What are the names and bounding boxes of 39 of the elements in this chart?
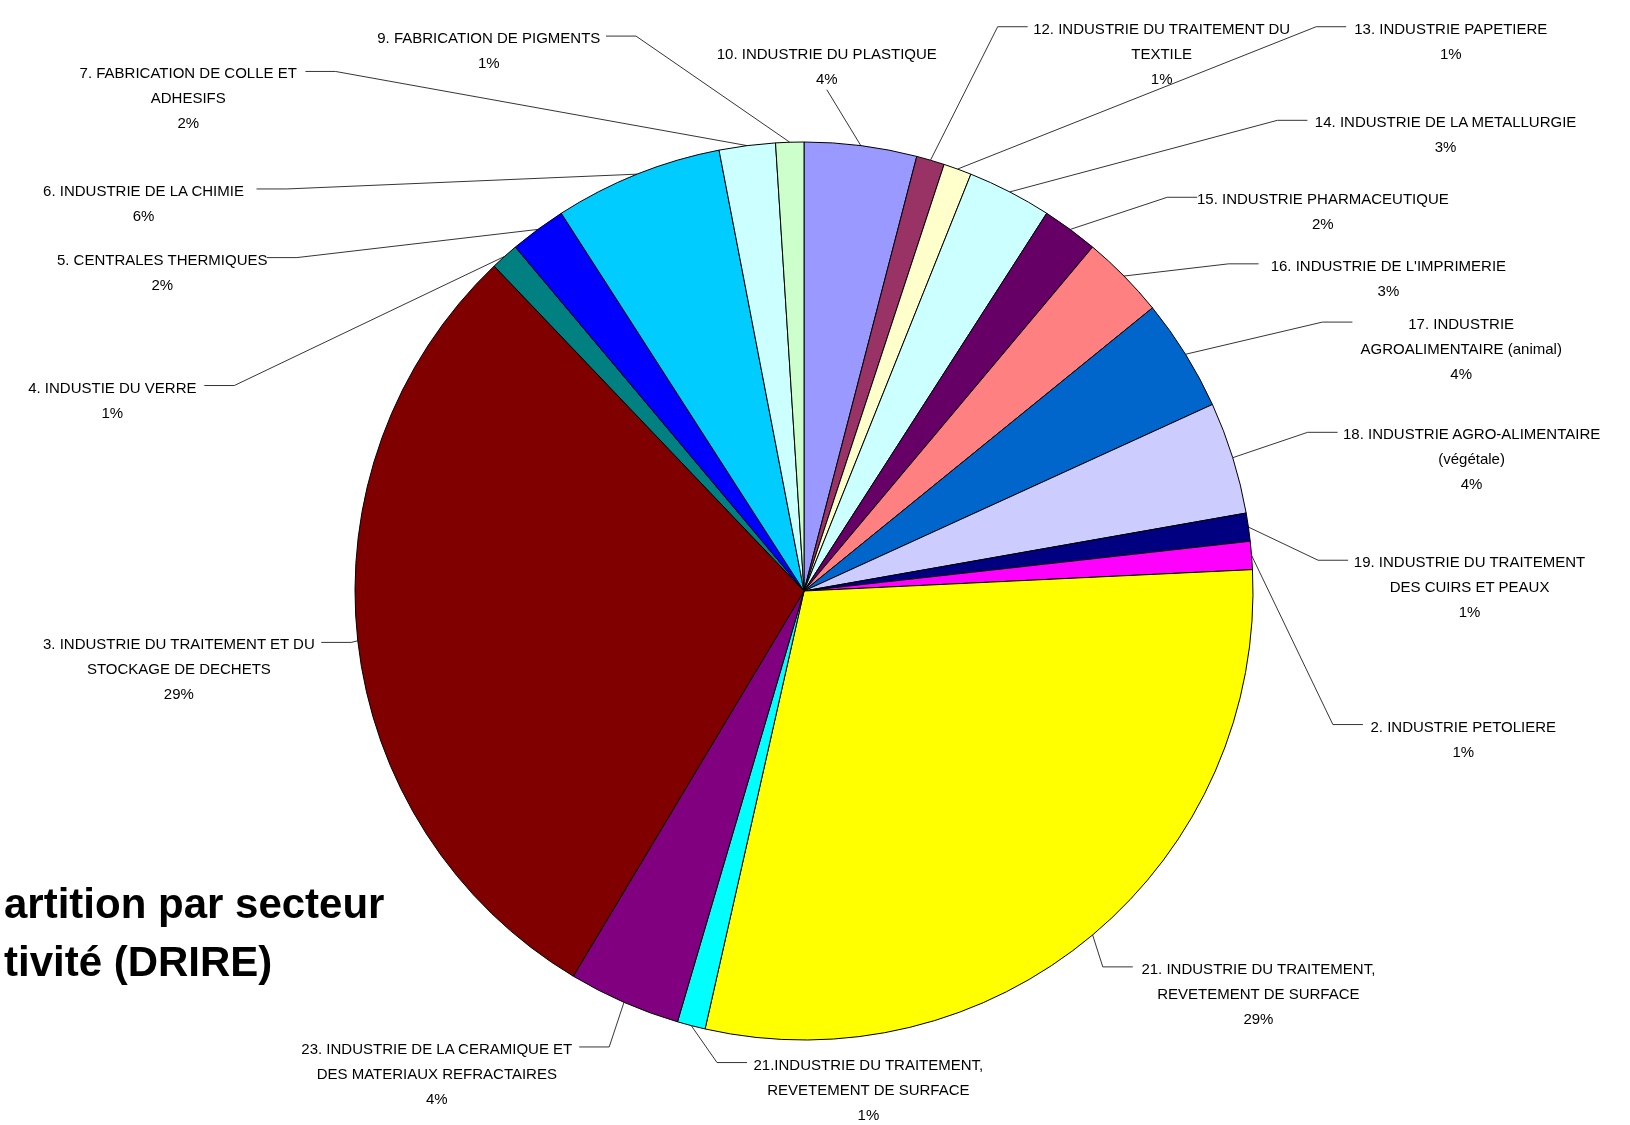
data-label: 1% <box>1150 69 1173 87</box>
data-label: 3% <box>1377 281 1400 299</box>
slice-label: 17. INDUSTRIE AGROALIMENTAIRE (animal) <box>1360 315 1562 358</box>
slice-label: 10. INDUSTRIE DU PLASTIQUE <box>716 44 937 62</box>
data-label: 4% <box>425 1089 448 1107</box>
data-label: 6% <box>132 206 155 224</box>
data-label: 29% <box>163 685 194 703</box>
slice-label: 2. INDUSTRIE PETOLIERE <box>1370 717 1557 735</box>
slice-label: 21. INDUSTRIE DU TRAITEMENT, REVETEMENT DE SURFACE <box>1141 959 1376 1002</box>
slice-label: 3. INDUSTRIE DU TRAITEMENT ET DU STOCKAGE DE DECHETS <box>43 635 315 678</box>
data-label: 1% <box>857 1105 880 1123</box>
text: artition par secteur tivité (DRIRE) <box>4 879 385 987</box>
data-label: 4% <box>1460 475 1483 493</box>
data-label: 1% <box>1452 742 1475 760</box>
slice-label: 18. INDUSTRIE AGRO-ALIMENTAIRE (végétale) <box>1342 425 1601 468</box>
data-label: 2% <box>177 114 200 132</box>
slice-label: 15. INDUSTRIE PHARMACEUTIQUE <box>1197 190 1449 208</box>
data-label: 1% <box>101 403 124 421</box>
slice-label: 4. INDUSTIE DU VERRE <box>28 378 197 396</box>
data-label: 1% <box>1439 44 1462 62</box>
slice-label: 16. INDUSTRIE DE L'IMPRIMERIE <box>1270 256 1507 274</box>
data-label: 2% <box>151 275 174 293</box>
slice-label: 12. INDUSTRIE DU TRAITEMENT DU TEXTILE <box>1033 19 1291 62</box>
data-label: 1% <box>1458 603 1481 621</box>
slice-label: 19. INDUSTRIE DU TRAITEMENT DES CUIRS ET PEAUX <box>1353 553 1586 596</box>
slice-label: 14. INDUSTRIE DE LA METALLURGIE <box>1314 113 1577 131</box>
data-label: 1% <box>477 54 500 72</box>
slice-label: 6. INDUSTRIE DE LA CHIMIE <box>43 181 244 199</box>
data-label: 4% <box>815 69 838 87</box>
slice-label: 7. FABRICATION DE COLLE ET ADHESIFS <box>79 64 297 107</box>
data-label: 3% <box>1434 138 1457 156</box>
slice-label: 9. FABRICATION DE PIGMENTS <box>377 29 601 47</box>
slice-label: 23. INDUSTRIE DE LA CERAMIQUE ET DES MATERIAUX REFRACTAIRES <box>301 1039 573 1082</box>
data-label: 29% <box>1243 1009 1274 1027</box>
slice-label: 13. INDUSTRIE PAPETIERE <box>1354 19 1548 37</box>
data-label: 2% <box>1312 215 1334 233</box>
slice-label: 5. CENTRALES THERMIQUES <box>56 250 268 268</box>
slice-label: 21.INDUSTRIE DU TRAITEMENT, REVETEMENT DE SURFACE <box>753 1055 984 1098</box>
data-label: 4% <box>1450 365 1473 383</box>
